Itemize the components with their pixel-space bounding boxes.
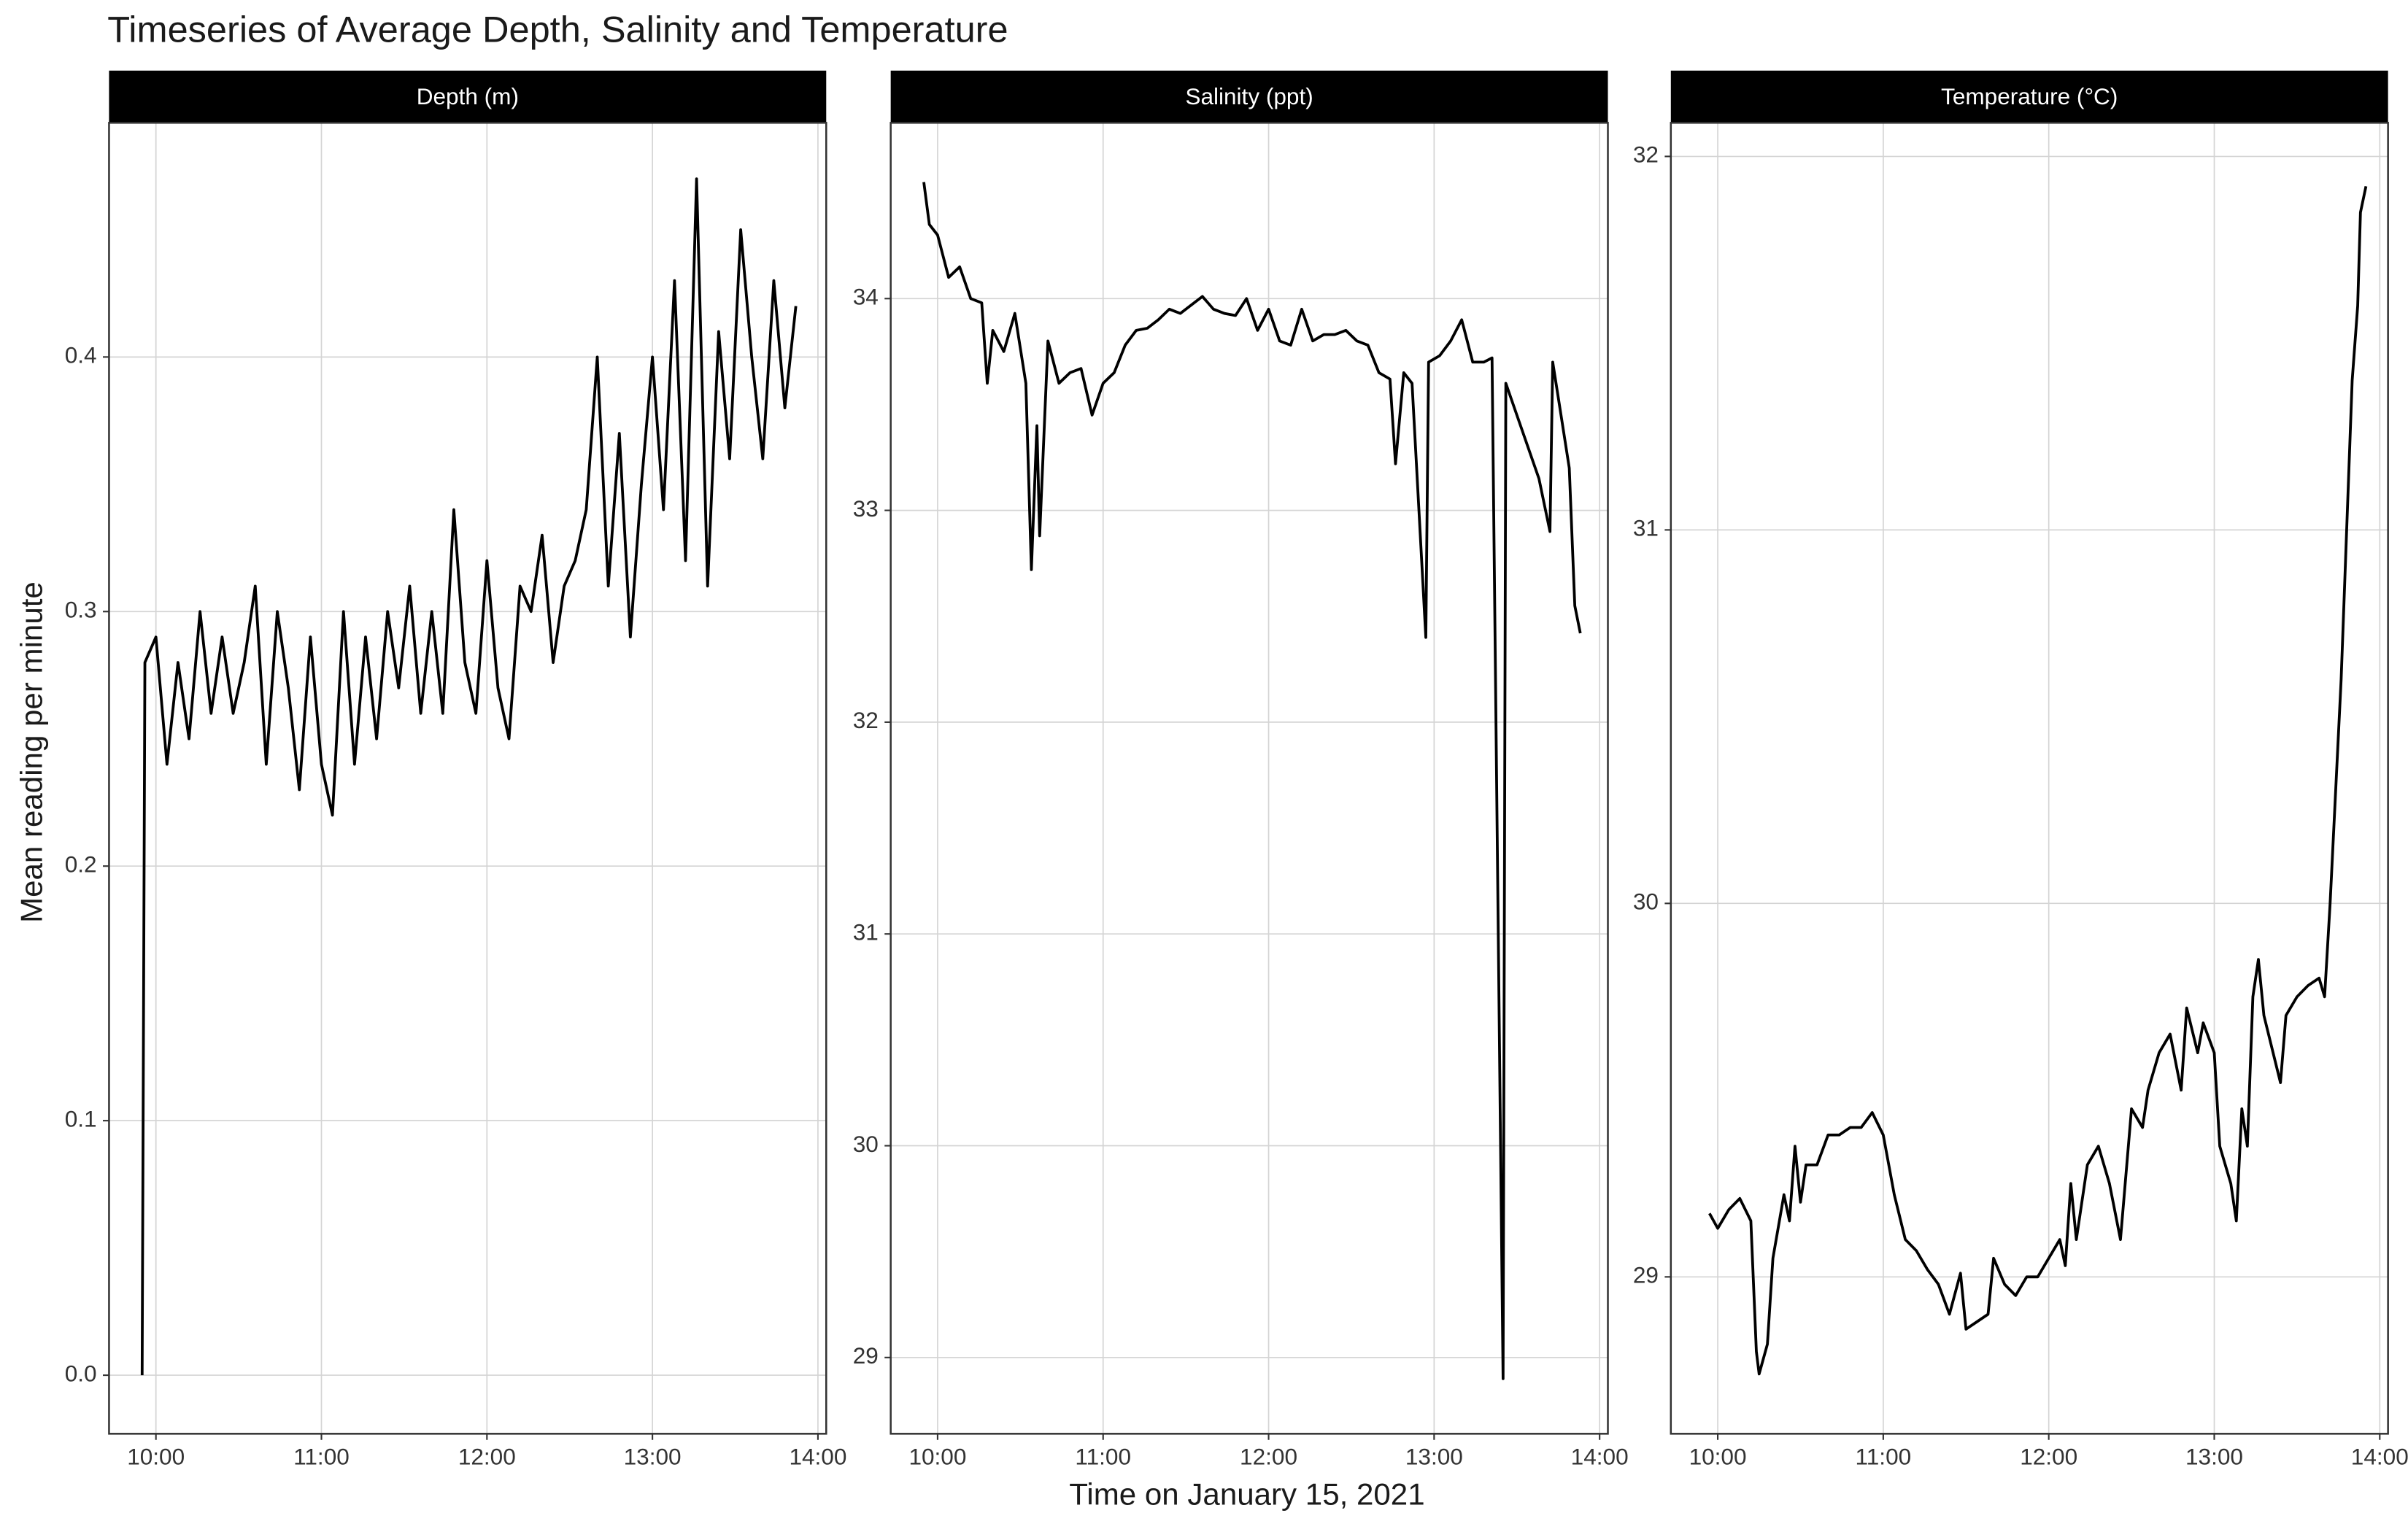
y-tick-label: 31 (1633, 515, 1659, 541)
y-tick-label: 0.4 (65, 342, 97, 368)
y-tick-label: 33 (853, 495, 879, 522)
x-tick-label: 12:00 (458, 1443, 516, 1469)
x-axis-title: Time on January 15, 2021 (1069, 1477, 1424, 1512)
y-tick-label: 0.2 (65, 851, 97, 878)
y-tick-label: 32 (853, 707, 879, 733)
x-tick-label: 14:00 (1571, 1443, 1629, 1469)
x-tick-label: 14:00 (789, 1443, 846, 1469)
panel-border (890, 122, 1609, 1435)
x-tick-label: 13:00 (2185, 1443, 2243, 1469)
x-tick-label: 13:00 (624, 1443, 682, 1469)
y-tick-label: 29 (853, 1342, 879, 1369)
strip (890, 70, 1608, 123)
panel-border (108, 122, 827, 1435)
y-tick-label: 0.1 (65, 1105, 97, 1131)
y-tick-label: 29 (1633, 1262, 1659, 1288)
x-tick-label: 10:00 (1689, 1443, 1747, 1469)
panel-title: Temperature (°C) (1941, 83, 2118, 109)
x-tick-label: 11:00 (293, 1443, 350, 1469)
y-tick-label: 32 (1633, 142, 1659, 168)
panel-title: Salinity (ppt) (1185, 83, 1313, 109)
y-tick-label: 30 (853, 1131, 879, 1157)
panel-title: Depth (m) (417, 83, 519, 109)
x-tick-label: 13:00 (1405, 1443, 1463, 1469)
y-tick-label: 30 (1633, 889, 1659, 915)
data-line (922, 182, 1582, 1380)
y-tick-label: 0.3 (65, 597, 97, 623)
chart-title: Timeseries of Average Depth, Salinity an… (107, 9, 1008, 50)
strip (109, 70, 827, 123)
y-axis-title: Mean reading per minute (14, 581, 48, 923)
y-tick-label: 31 (853, 919, 879, 945)
y-tick-label: 34 (853, 284, 879, 310)
data-line (1708, 185, 2368, 1376)
x-tick-label: 12:00 (1240, 1443, 1297, 1469)
x-tick-label: 10:00 (127, 1443, 185, 1469)
x-tick-label: 10:00 (908, 1443, 966, 1469)
x-tick-label: 11:00 (1856, 1443, 1912, 1469)
panel-border (1670, 122, 2389, 1435)
x-tick-label: 14:00 (2351, 1443, 2408, 1469)
strip (1670, 70, 2388, 123)
x-tick-label: 11:00 (1075, 1443, 1131, 1469)
y-tick-label: 0.0 (65, 1360, 97, 1386)
data-line (140, 177, 798, 1376)
x-tick-label: 12:00 (2020, 1443, 2077, 1469)
